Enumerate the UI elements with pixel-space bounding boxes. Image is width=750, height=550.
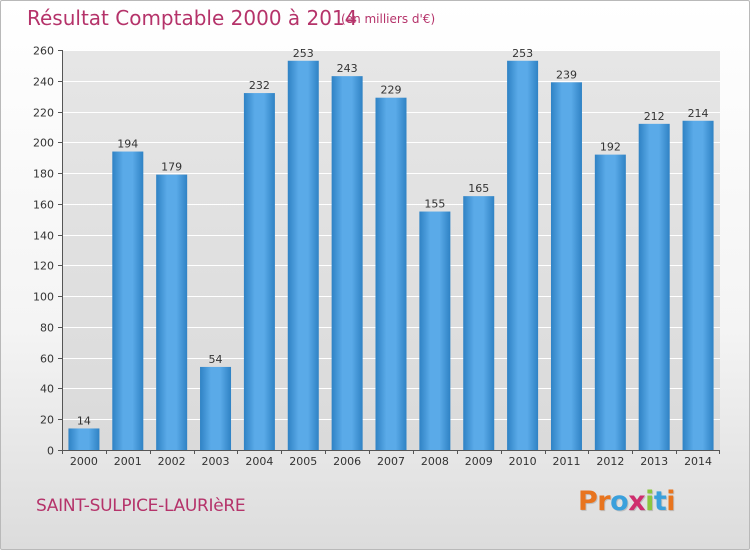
value-label-2011: 239 <box>556 68 577 81</box>
x-tick-label-2012: 2012 <box>596 455 624 468</box>
chart-subtitle: (en milliers d'€) <box>341 12 436 26</box>
x-tick-label-2013: 2013 <box>640 455 668 468</box>
bar-2009 <box>463 196 495 450</box>
bar-2000 <box>68 428 100 450</box>
bar-2011 <box>550 82 582 451</box>
x-tick-label-2004: 2004 <box>245 455 273 468</box>
x-tick-label-2003: 2003 <box>202 455 230 468</box>
bar-2004 <box>243 93 275 451</box>
bar-2001 <box>112 151 144 451</box>
logo-letter: i <box>666 486 676 517</box>
x-tick-label-2009: 2009 <box>465 455 493 468</box>
y-tick-label: 200 <box>33 137 54 150</box>
y-tick-label: 60 <box>40 353 54 366</box>
value-label-2001: 194 <box>117 138 138 151</box>
value-labels: 14 194 179 54 232 253 243 229 155 165 253 239 192 212… <box>77 47 709 428</box>
bar-2002 <box>156 174 188 450</box>
value-label-2003: 54 <box>209 353 223 366</box>
proxiti-logo: Proxiti <box>578 486 676 517</box>
bars <box>68 60 714 451</box>
bar-2010 <box>507 60 539 451</box>
value-label-2004: 232 <box>249 79 270 92</box>
value-label-2014: 214 <box>688 107 709 120</box>
y-tick-label: 40 <box>40 383 54 396</box>
x-tick-label-2011: 2011 <box>552 455 580 468</box>
y-tick-label: 140 <box>33 230 54 243</box>
value-label-2008: 155 <box>424 198 445 211</box>
x-tick-label-2002: 2002 <box>158 455 186 468</box>
x-tick-label-2007: 2007 <box>377 455 405 468</box>
logo-letter: P <box>578 486 598 517</box>
logo-letter: r <box>597 486 611 517</box>
value-label-2006: 243 <box>337 62 358 75</box>
bar-2006 <box>331 76 363 451</box>
y-tick-label: 160 <box>33 199 54 212</box>
x-tick-label-2008: 2008 <box>421 455 449 468</box>
value-label-2009: 165 <box>468 182 489 195</box>
bar-2007 <box>375 97 407 450</box>
x-tick-label-2005: 2005 <box>289 455 317 468</box>
logo-letter: t <box>653 486 667 517</box>
commune-name: SAINT-SULPICE-LAURIèRE <box>36 496 246 516</box>
value-label-2013: 212 <box>644 110 665 123</box>
value-label-2002: 179 <box>161 161 182 174</box>
y-tick-label: 220 <box>33 107 54 120</box>
bar-2008 <box>419 211 451 450</box>
bar-2005 <box>287 60 319 451</box>
logo-letter: x <box>628 486 646 517</box>
y-tick-label: 100 <box>33 291 54 304</box>
y-tick-label: 180 <box>33 168 54 181</box>
y-axis-ticks: 0 20 40 60 80 100 120 140 160 180 200 220 240 260 <box>33 45 62 458</box>
x-axis-ticks: 2000 2001 2002 2003 2004 2005 2006 2007 2008 2009… <box>62 450 720 468</box>
value-label-2012: 192 <box>600 141 621 154</box>
logo-letter: o <box>610 486 629 517</box>
y-tick-label: 80 <box>40 322 54 335</box>
x-tick-label-2010: 2010 <box>509 455 537 468</box>
bar-2003 <box>200 366 232 450</box>
value-label-2010: 253 <box>512 47 533 60</box>
bar-2013 <box>638 123 670 450</box>
y-tick-label: 120 <box>33 260 54 273</box>
value-label-2005: 253 <box>293 47 314 60</box>
logo-letter: i <box>645 486 654 517</box>
x-tick-label-2006: 2006 <box>333 455 361 468</box>
y-tick-label: 0 <box>47 445 54 458</box>
bar-2014 <box>682 120 714 451</box>
x-tick-label-2001: 2001 <box>114 455 142 468</box>
value-label-2000: 14 <box>77 414 91 427</box>
y-tick-label: 20 <box>40 414 54 427</box>
bar-2012 <box>594 154 626 450</box>
value-label-2007: 229 <box>381 84 402 97</box>
x-tick-label-2014: 2014 <box>684 455 712 468</box>
x-tick-label-2000: 2000 <box>70 455 98 468</box>
y-tick-label: 260 <box>33 45 54 58</box>
chart-title: Résultat Comptable 2000 à 2014 <box>27 6 358 30</box>
y-tick-label: 240 <box>33 76 54 89</box>
